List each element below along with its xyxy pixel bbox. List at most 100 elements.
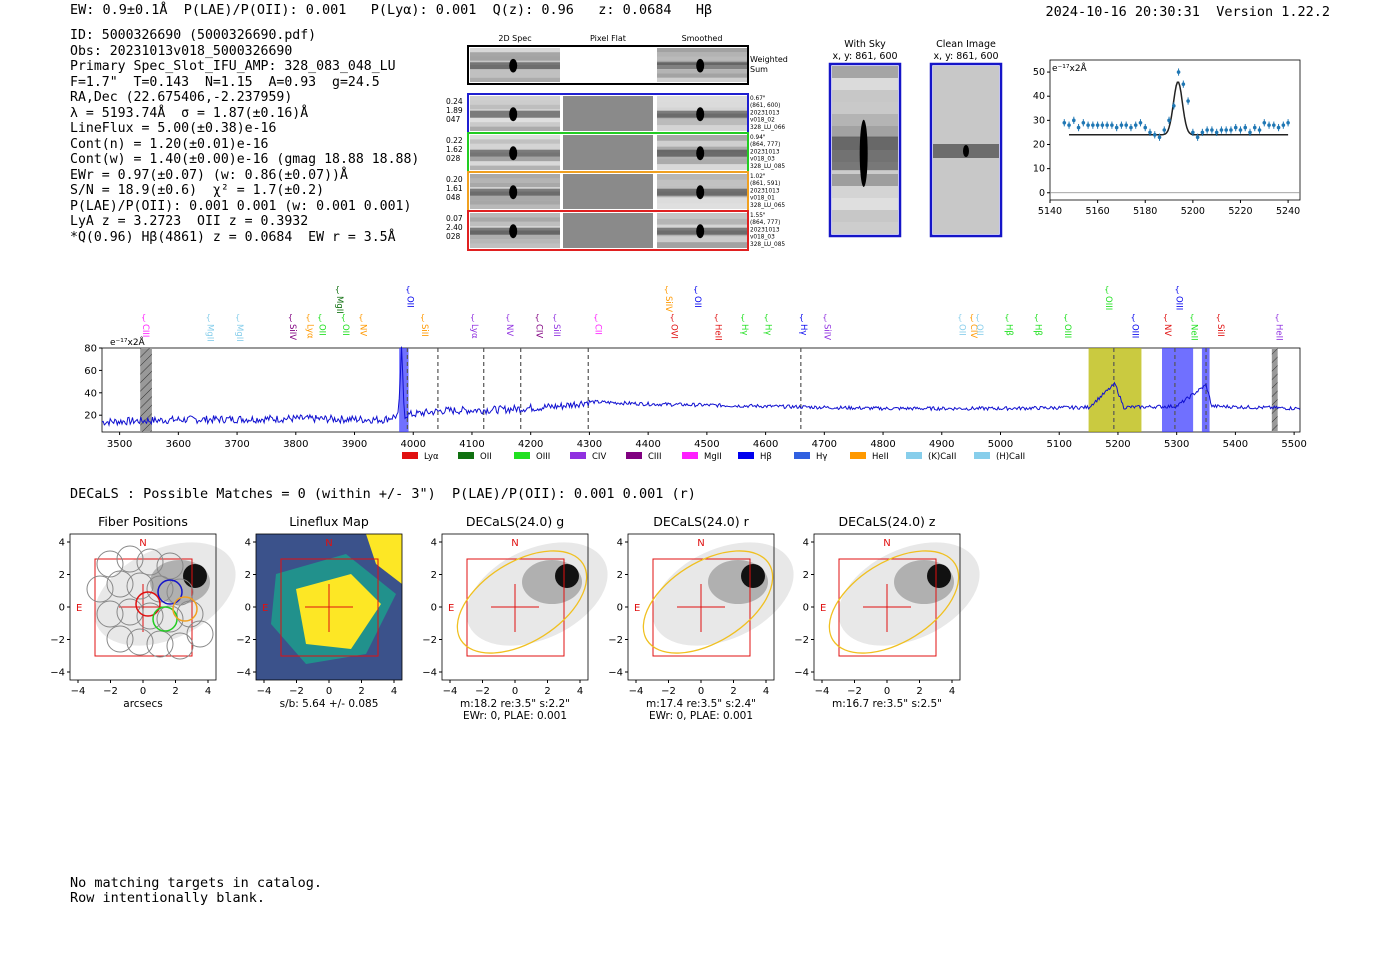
zoom-marker (1200, 130, 1205, 135)
legend-label: HeII (872, 452, 889, 462)
spectrum-line-tick: { (1216, 313, 1221, 322)
zoom-marker (1110, 123, 1114, 127)
zoom-ytick-label: 50 (1033, 67, 1045, 78)
zoom-marker (1272, 123, 1276, 127)
spectrum-line-label: NV (1162, 324, 1172, 336)
zoom-xtick-label: 5160 (1086, 206, 1110, 217)
zoom-marker (1100, 123, 1105, 127)
with-sky-image (832, 66, 898, 234)
cutout-stripe (470, 122, 560, 127)
spectrum-line-label: Lyα (469, 324, 479, 339)
thumb-ytick-label: −2 (50, 635, 65, 646)
zoom-marker (1119, 123, 1124, 127)
compass-e: E (634, 603, 640, 614)
thumb-xtick-label: 0 (698, 686, 704, 697)
zoom-data-point (1210, 126, 1214, 134)
cutout-stripe (657, 236, 747, 243)
thumb-ytick-label: −4 (50, 668, 65, 679)
aperture-ellipse (642, 550, 774, 654)
legend-item: Hγ (794, 452, 827, 462)
zoom-marker (1262, 120, 1267, 125)
spectrum-line-tick: { (505, 313, 510, 322)
thumb-xtick-label: −4 (71, 686, 86, 697)
zoom-xtick-label: 5220 (1228, 206, 1252, 217)
cutout-stripe (832, 66, 898, 78)
compass-e: E (262, 603, 268, 614)
cutout-source (509, 146, 518, 161)
clean-source (963, 145, 969, 157)
zoom-marker (1172, 104, 1176, 108)
zoom-data-point (1224, 126, 1228, 134)
zoom-marker (1248, 130, 1252, 135)
zoom-marker (1152, 133, 1157, 137)
thumbnail-row: Fiber Positions N E −4 −4 −2 −2 0 0 2 2 4 4 arcsecs Li… (50, 514, 980, 722)
zoom-data-point (1281, 121, 1286, 129)
zoom-marker (1233, 125, 1238, 130)
spectrum-line-label: SiIV (287, 324, 297, 340)
cutout-row-left-label: 028 (446, 232, 461, 241)
spectrum-line-tick: { (799, 313, 804, 322)
spectrum-xtick-label: 4100 (459, 439, 484, 450)
spectrum-line-tick: { (1034, 313, 1039, 322)
spectrum-line-tick: { (552, 313, 557, 322)
cutout-source (509, 107, 518, 122)
cutout-stripe (657, 77, 747, 82)
thumb-xtick-label: 2 (730, 686, 736, 697)
spectrum-line-tick: { (535, 313, 540, 322)
cutout-source (509, 185, 518, 200)
spectrum-line-tick: { (1004, 313, 1009, 322)
cutout-stripe (832, 102, 898, 114)
zoom-marker (1133, 123, 1138, 127)
legend-item: CIV (570, 452, 606, 462)
cutout-row-right-label: 328_LU_066 (750, 125, 785, 131)
legend-label: Hγ (816, 452, 827, 462)
spectrum-line-label: OIII (1062, 324, 1072, 338)
thumb-ytick-label: 4 (803, 538, 809, 549)
cutout-row-left-label: 1.89 (446, 106, 463, 115)
fiber-circle (116, 545, 144, 573)
zoom-marker (1181, 82, 1186, 86)
zoom-marker (1191, 130, 1195, 135)
cutout-row-left-label: 2.40 (446, 223, 463, 232)
spectrum-xtick-label: 3600 (166, 439, 191, 450)
zoom-data-point (1067, 121, 1071, 129)
spectrum-line-label: SiIV (663, 296, 673, 312)
cutout-row-right-label: 20231013 (750, 110, 780, 116)
fiber-circle (136, 548, 164, 576)
zoom-marker (1186, 99, 1190, 103)
zoom-data-point (1191, 128, 1195, 137)
spectrum-line-label: MgII (334, 296, 344, 314)
aperture-box (466, 558, 565, 657)
cutout-row-left-label: 0.07 (446, 214, 463, 223)
zoom-data-point (1100, 121, 1105, 129)
cutout-stripe (657, 158, 747, 165)
cutout-stripe (470, 182, 560, 188)
cutout-smoothed (657, 135, 747, 170)
galaxy-core (183, 564, 207, 588)
zoom-data-point (1114, 123, 1119, 132)
lineflux-peak (296, 574, 381, 649)
cutout-row-left-label: 0.20 (446, 175, 463, 184)
zoom-marker (1219, 128, 1224, 132)
cutout-row-left-label: 048 (446, 193, 461, 202)
spectrum-line-tick: { (1063, 313, 1068, 322)
thumb-xtick-label: −2 (847, 686, 862, 697)
zoom-data-point (1262, 119, 1267, 127)
thumb-xtick-label: 4 (205, 686, 211, 697)
zoom-data-point (1095, 121, 1100, 129)
weighted-sum-flat (563, 48, 653, 82)
spectrum-line-label: MgII (205, 324, 215, 342)
footer-line-1: No matching targets in catalog. (70, 875, 322, 891)
zoom-marker (1095, 123, 1100, 127)
cutout-stripe (832, 186, 898, 198)
thumb-xtick-label: 0 (884, 686, 890, 697)
galaxy-core (927, 564, 951, 588)
thumb-xtick-label: −4 (815, 686, 830, 697)
spectrum-line-tick: { (235, 313, 240, 322)
thumb-ytick-label: −2 (608, 635, 623, 646)
legend-label: CIV (592, 452, 606, 462)
version: Version 1.22.2 (1216, 4, 1330, 20)
cutout-row-right-label: 0.94" (750, 135, 766, 141)
spectrum-xtick-label: 4000 (401, 439, 426, 450)
thumb-xtick-label: −4 (443, 686, 458, 697)
